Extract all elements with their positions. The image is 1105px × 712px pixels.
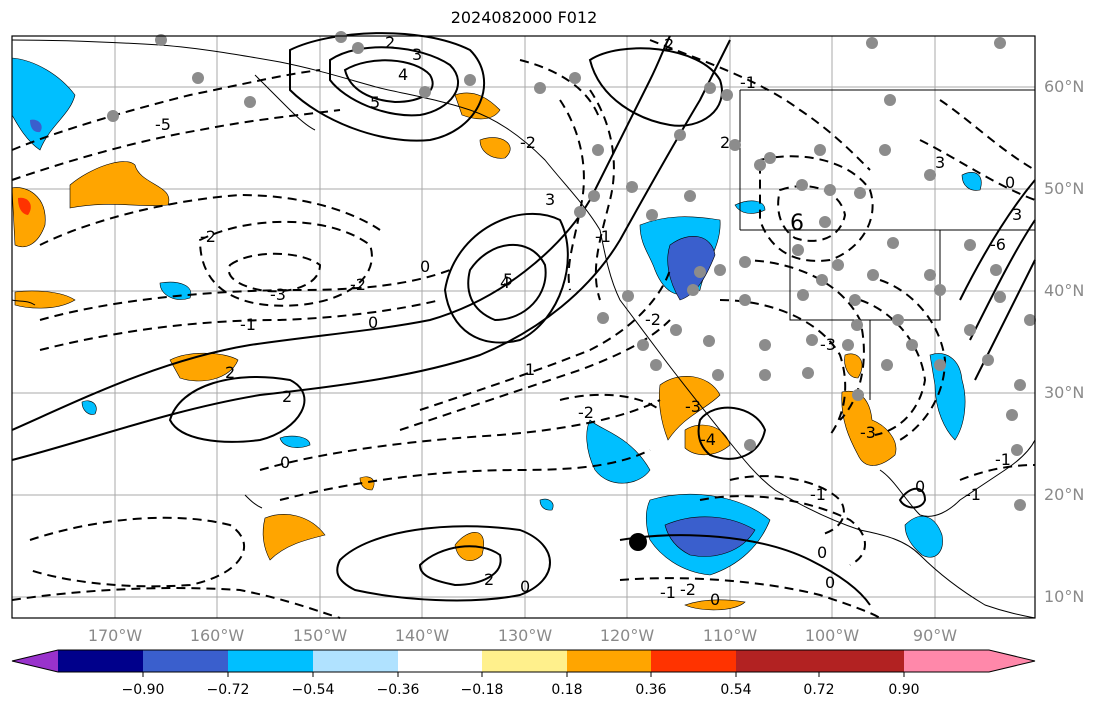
contour-label: -1 xyxy=(965,485,981,504)
colorbar-tick-label: −0.18 xyxy=(460,682,504,698)
contour-label: 4 xyxy=(398,65,408,84)
colorbar-swatch xyxy=(398,650,482,672)
contour-label: 0 xyxy=(1005,173,1015,192)
colorbar-tick-label: 0.36 xyxy=(635,682,667,698)
colorbar-tick-label: −0.36 xyxy=(376,682,420,698)
contour-label: 2 xyxy=(385,33,395,52)
map-title: 2024082000 F012 xyxy=(450,8,598,27)
contour-label: -3 xyxy=(685,397,701,416)
contour-label: -2 xyxy=(645,310,661,329)
colorbar-swatch xyxy=(819,650,904,672)
colorbar-swatch xyxy=(58,650,143,672)
colorbar-tick-label: 0.54 xyxy=(720,682,752,698)
contour-label: -1 xyxy=(660,583,676,602)
contour-label: -2 xyxy=(578,403,594,422)
contour-label: -4 xyxy=(700,430,716,449)
contour-label: 3 xyxy=(412,45,422,64)
lat-label: 30°N xyxy=(1044,383,1085,402)
contour-label: 2 xyxy=(225,363,235,382)
lon-label: 100°W xyxy=(804,626,860,645)
contour-label: 1 xyxy=(525,360,535,379)
colorbar-tick-label: −0.54 xyxy=(291,682,335,698)
lon-label: 140°W xyxy=(394,626,450,645)
lat-label: 20°N xyxy=(1044,485,1085,504)
contour-label: -3 xyxy=(820,335,836,354)
contour-label: 0 xyxy=(280,453,290,472)
colorbar-outline xyxy=(11,649,1036,673)
lon-label: 130°W xyxy=(497,626,553,645)
contour-label: 0 xyxy=(368,313,378,332)
contour-label: 3 xyxy=(545,190,555,209)
contour-label: -1 xyxy=(810,485,826,504)
colorbar-tick-label: −0.72 xyxy=(206,682,250,698)
contour-label: -1 xyxy=(995,450,1011,469)
colorbar xyxy=(11,649,1036,677)
negative-contours xyxy=(11,39,1036,619)
contour-label: 5 xyxy=(503,270,513,289)
lat-label: 40°N xyxy=(1044,281,1085,300)
contour-label: 3 xyxy=(1012,205,1022,224)
colorbar-swatch xyxy=(143,650,228,672)
contour-label: 2 xyxy=(664,35,674,54)
contour-label: 0 xyxy=(915,477,925,496)
contour-label: -6 xyxy=(990,235,1006,254)
lat-label: 10°N xyxy=(1044,587,1085,606)
contour-label: -3 xyxy=(270,285,286,304)
contour-label: -1 xyxy=(240,315,256,334)
contour-label: 2 xyxy=(720,133,730,152)
colorbar-over-triangle xyxy=(989,650,1035,672)
colorbar-tick-label: −0.90 xyxy=(121,682,165,698)
lon-label: 150°W xyxy=(292,626,348,645)
colorbar-under-triangle xyxy=(12,650,58,672)
contour-label: 4 xyxy=(500,273,510,292)
contour-label: 2 xyxy=(484,570,494,589)
colorbar-tick-label: 0.90 xyxy=(888,682,920,698)
colorbar-tick-label: 0.72 xyxy=(803,682,835,698)
colorbar-swatch xyxy=(228,650,313,672)
contour-label: 0 xyxy=(710,590,720,609)
contour-label: 0 xyxy=(420,257,430,276)
plot-area xyxy=(12,36,1035,618)
contour-label: -5 xyxy=(155,115,171,134)
contour-label: 5 xyxy=(370,93,380,112)
colorbar-swatch xyxy=(736,650,819,672)
contour-label: -1 xyxy=(595,227,611,246)
colorbar-swatch xyxy=(482,650,567,672)
lat-label: 60°N xyxy=(1044,77,1085,96)
contour-label: -2 xyxy=(680,580,696,599)
gridlines xyxy=(12,36,1035,618)
contour-label: 2 xyxy=(282,387,292,406)
colorbar-swatch xyxy=(567,650,651,672)
storm-center-marker xyxy=(629,533,647,551)
contour-label: -2 xyxy=(520,133,536,152)
contour-label: 0 xyxy=(825,573,835,592)
colorbar-swatch xyxy=(651,650,736,672)
contour-label: 6 xyxy=(790,211,804,236)
lon-label: 90°W xyxy=(912,626,958,645)
contour-label: -1 xyxy=(740,73,756,92)
colorbar-swatch xyxy=(313,650,398,672)
plot-frame xyxy=(11,35,1036,619)
lat-label: 50°N xyxy=(1044,179,1085,198)
contour-label: 0 xyxy=(817,543,827,562)
contour-label: 3 xyxy=(935,153,945,172)
lon-label: 120°W xyxy=(599,626,655,645)
contour-label: 0 xyxy=(520,577,530,596)
colorbar-tick-label: 0.18 xyxy=(551,682,583,698)
colorbar-swatch xyxy=(904,650,989,672)
contour-label: -2 xyxy=(350,275,366,294)
lon-label: 160°W xyxy=(189,626,245,645)
contour-label: -3 xyxy=(860,423,876,442)
contour-labels: 2 3 4 5 -5 6 5 2 -2 -3 -1 0 -2 1 4 2 -2 … xyxy=(155,33,1022,609)
positive-contours xyxy=(11,32,1036,606)
contour-label: -2 xyxy=(200,227,216,246)
coastlines xyxy=(11,39,1036,619)
lon-label: 110°W xyxy=(702,626,758,645)
station-markers xyxy=(107,31,1036,511)
lon-label: 170°W xyxy=(87,626,143,645)
